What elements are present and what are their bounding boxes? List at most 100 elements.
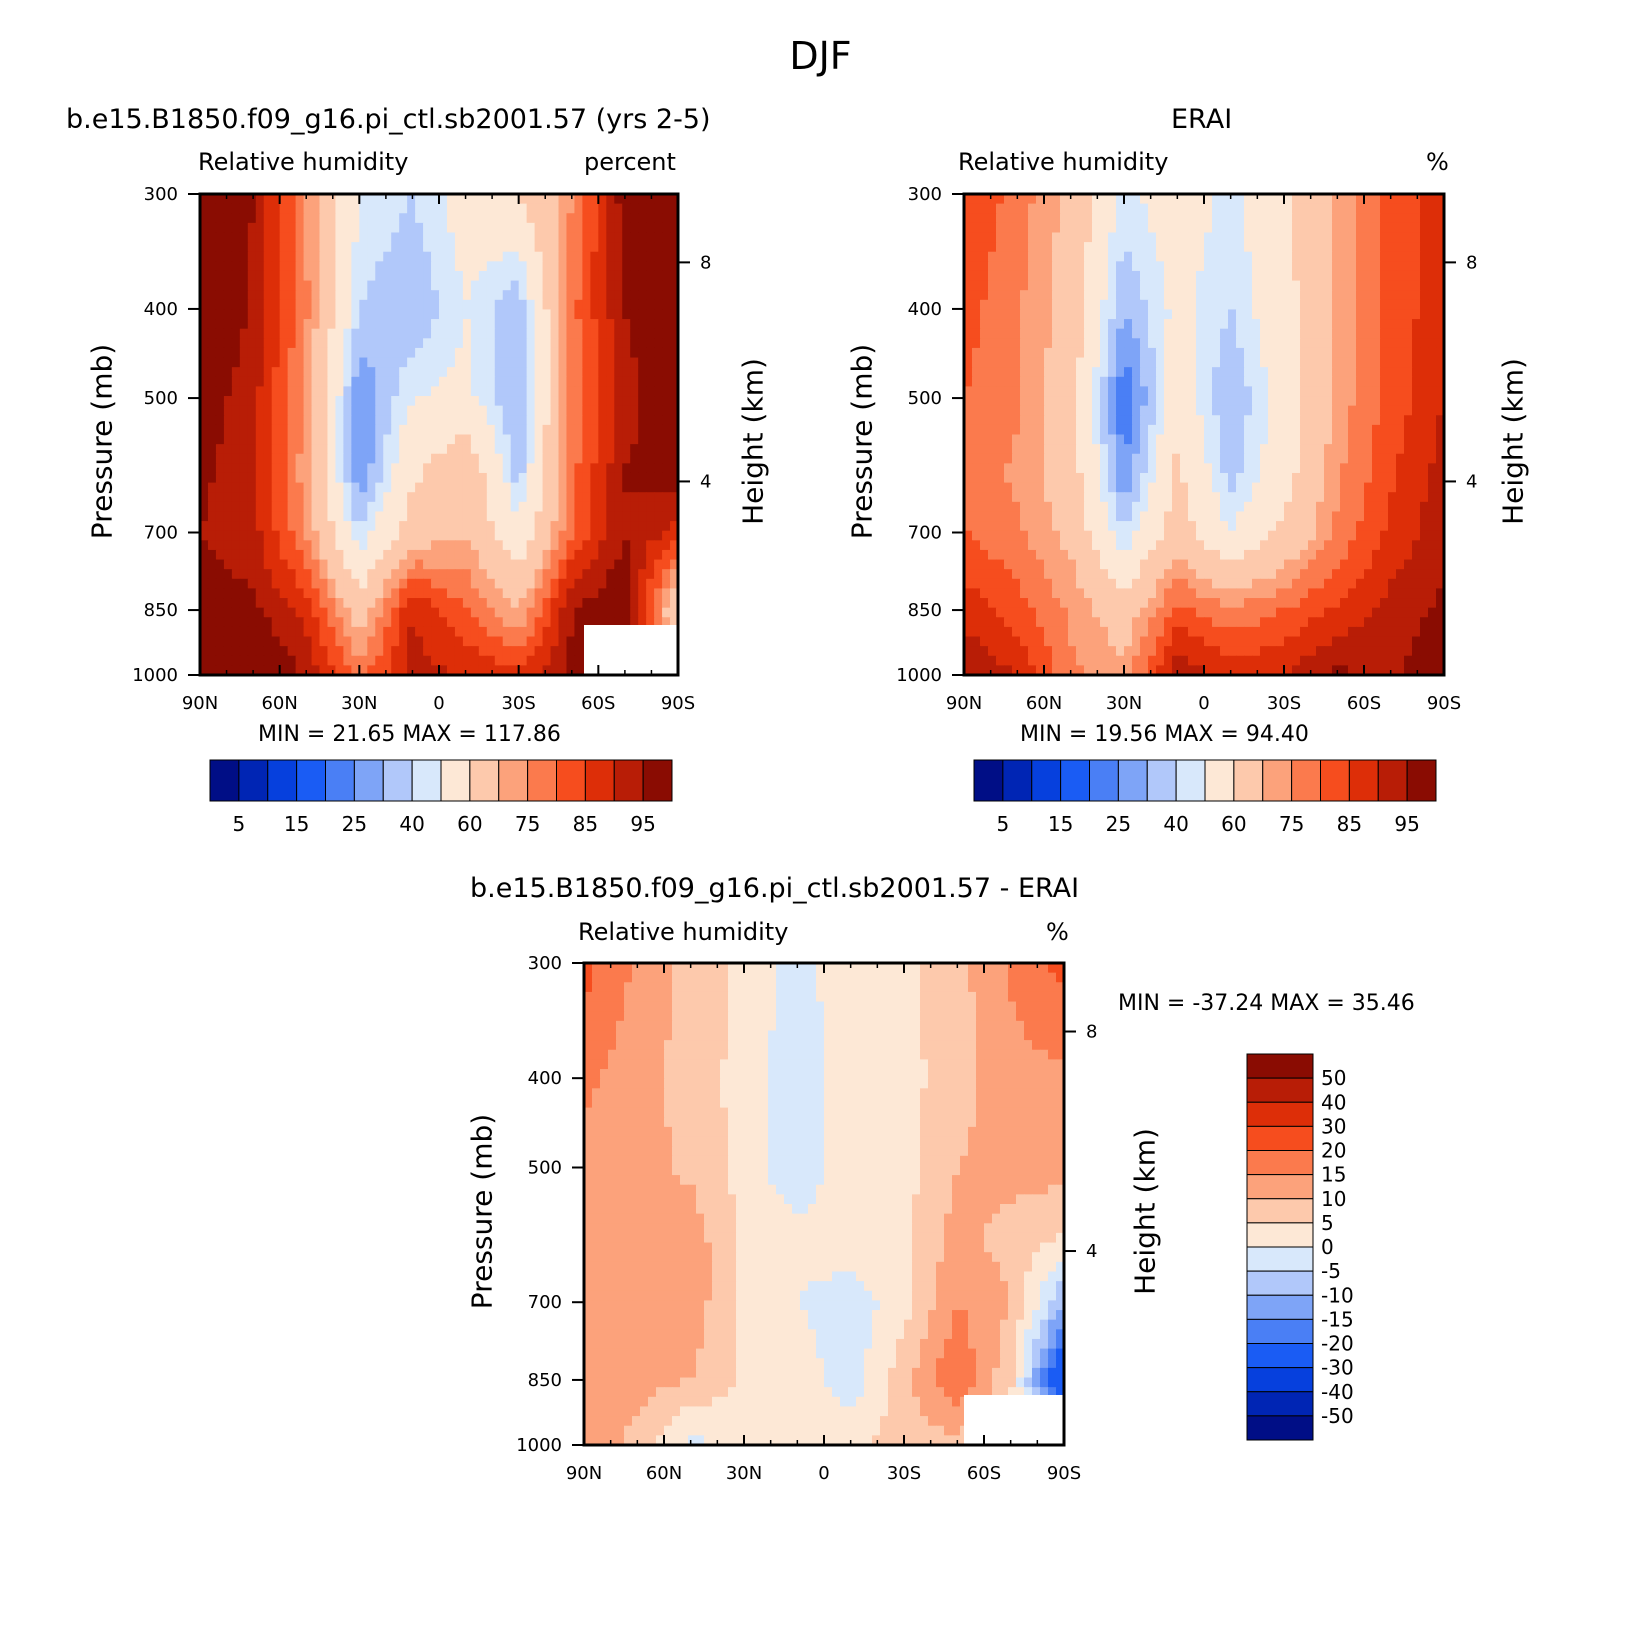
heatmap-cell <box>255 367 265 378</box>
heatmap-cell <box>1348 415 1357 426</box>
heatmap-cell <box>1004 222 1013 234</box>
heatmap-cell <box>670 472 679 484</box>
heatmap-cell <box>207 578 217 590</box>
heatmap-cell <box>215 251 225 262</box>
heatmap-cell <box>431 242 440 253</box>
heatmap-cell <box>359 280 368 291</box>
heatmap-cell <box>1276 396 1285 407</box>
heatmap-cell <box>375 386 384 397</box>
heatmap-cell <box>391 598 400 609</box>
heatmap-cell <box>1324 415 1333 426</box>
heatmap-cell <box>638 261 647 272</box>
heatmap-cell <box>335 203 344 214</box>
heatmap-cell <box>614 598 623 609</box>
heatmap-cell <box>638 482 647 493</box>
heatmap-cell <box>1340 309 1349 320</box>
heatmap-cell <box>478 646 488 657</box>
heatmap-cell <box>1140 367 1149 378</box>
heatmap-cell <box>462 232 472 243</box>
heatmap-cell <box>311 386 321 397</box>
heatmap-cell <box>431 270 440 282</box>
heatmap-cell <box>550 472 560 484</box>
heatmap-cell <box>1076 194 1085 205</box>
heatmap-cell <box>614 251 623 262</box>
heatmap-cell <box>526 309 536 320</box>
heatmap-cell <box>327 232 337 243</box>
heatmap-cell <box>399 588 408 599</box>
heatmap-cell <box>980 405 989 416</box>
heatmap-cell <box>239 270 249 282</box>
heatmap-cell <box>255 203 265 214</box>
heatmap-cell <box>510 463 520 474</box>
heatmap-cell <box>383 270 392 282</box>
heatmap-cell <box>614 530 623 541</box>
heatmap-cell <box>223 242 233 253</box>
heatmap-cell <box>1436 472 1445 484</box>
heatmap-cell <box>558 405 568 416</box>
heatmap-cell <box>478 261 488 272</box>
heatmap-cell <box>295 251 305 262</box>
heatmap-cell <box>1372 309 1381 320</box>
heatmap-cell <box>614 376 623 387</box>
heatmap-cell <box>526 328 536 339</box>
heatmap-cell <box>662 434 671 445</box>
heatmap-cell <box>614 290 623 301</box>
heatmap-cell <box>518 578 528 590</box>
heatmap-cell <box>1276 319 1285 330</box>
heatmap-cell <box>614 559 623 570</box>
heatmap-cell <box>446 636 456 647</box>
heatmap-cell <box>367 319 376 330</box>
heatmap-cell <box>964 492 973 503</box>
heatmap-cell <box>1356 386 1365 397</box>
heatmap-cell <box>1068 232 1077 243</box>
heatmap-cell <box>654 549 663 561</box>
heatmap-cell <box>1004 347 1013 359</box>
heatmap-cell <box>1100 463 1109 474</box>
heatmap-cell <box>215 655 225 666</box>
heatmap-cell <box>1284 232 1293 243</box>
heatmap-cell <box>375 607 384 618</box>
heatmap-cell <box>1100 405 1109 416</box>
heatmap-cell <box>1116 396 1125 407</box>
heatmap-cell <box>1092 482 1101 493</box>
heatmap-cell <box>972 453 981 464</box>
heatmap-cell <box>343 242 352 253</box>
heatmap-cell <box>1180 367 1189 378</box>
heatmap-cell <box>1164 299 1173 311</box>
heatmap-cell <box>964 367 973 378</box>
heatmap-cell <box>518 646 528 657</box>
heatmap-cell <box>311 472 321 484</box>
heatmap-cell <box>670 434 679 445</box>
heatmap-cell <box>279 415 289 426</box>
heatmap-cell <box>1012 482 1021 493</box>
heatmap-cell <box>1420 232 1429 243</box>
heatmap-cell <box>510 617 520 628</box>
heatmap-cell <box>1292 357 1301 368</box>
heatmap-cell <box>566 367 576 378</box>
heatmap-cell <box>1060 232 1069 243</box>
heatmap-cell <box>287 482 297 493</box>
heatmap-cell <box>1364 405 1373 416</box>
heatmap-cell <box>311 482 321 493</box>
heatmap-cell <box>239 559 249 570</box>
heatmap-cell <box>478 626 488 638</box>
heatmap-cell <box>311 222 321 234</box>
heatmap-cell <box>1316 309 1325 320</box>
heatmap-cell <box>1308 213 1317 224</box>
heatmap-cell <box>383 636 392 647</box>
heatmap-cell <box>383 299 392 311</box>
heatmap-cell <box>558 222 568 234</box>
heatmap-cell <box>478 290 488 301</box>
heatmap-cell <box>231 482 241 493</box>
heatmap-cell <box>415 232 424 243</box>
heatmap-cell <box>1132 472 1141 484</box>
heatmap-cell <box>351 376 360 387</box>
heatmap-cell <box>1364 347 1373 359</box>
heatmap-cell <box>287 598 297 609</box>
heatmap-cell <box>1132 328 1141 339</box>
heatmap-cell <box>255 472 265 484</box>
heatmap-cell <box>1276 194 1285 205</box>
heatmap-cell <box>327 655 337 666</box>
heatmap-cell <box>518 598 528 609</box>
heatmap-cell <box>558 569 568 580</box>
